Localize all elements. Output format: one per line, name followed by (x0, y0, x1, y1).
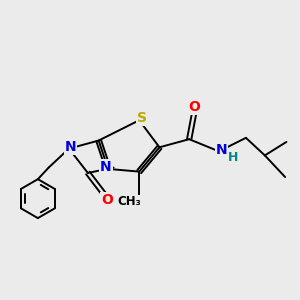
Text: S: S (137, 111, 147, 125)
Text: N: N (64, 140, 76, 154)
Text: CH₃: CH₃ (118, 195, 142, 208)
Text: N: N (100, 160, 112, 174)
Text: N: N (216, 143, 227, 157)
Text: O: O (101, 193, 113, 207)
Text: H: H (228, 151, 238, 164)
Text: O: O (189, 100, 200, 114)
